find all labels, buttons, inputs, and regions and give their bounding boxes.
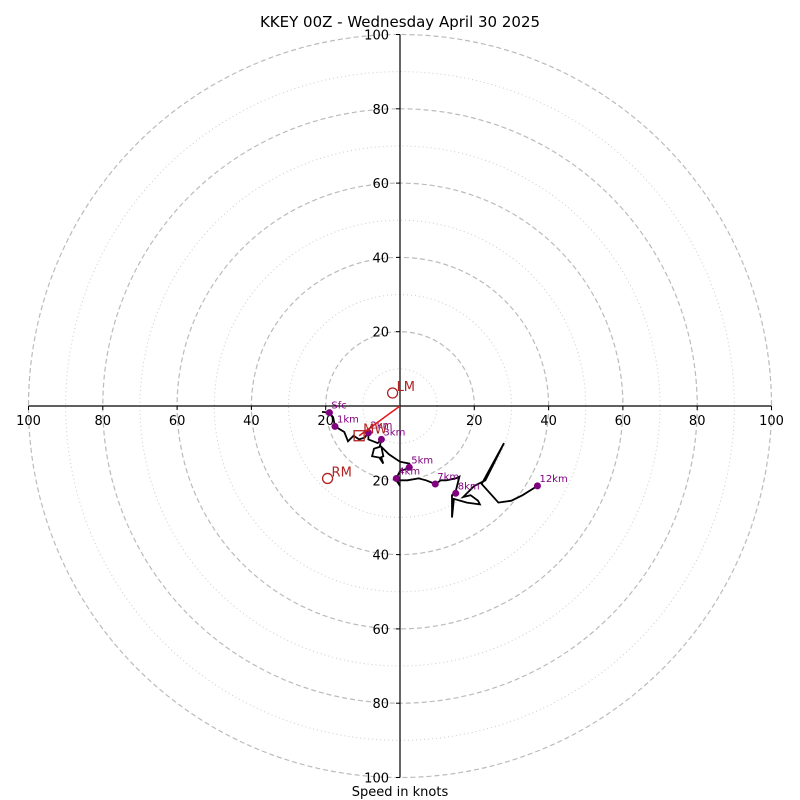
- tick-labels: 100 80 60 40 20 20 40 60 80 100 100 80 60 40 20 20 40 60 8…: [16, 29, 784, 787]
- height-marker-12km: [533, 482, 541, 490]
- storm-motion-label-rm: RM: [332, 465, 352, 480]
- y-tick-label: 40: [372, 251, 389, 266]
- y-tick-label: 100: [364, 29, 389, 44]
- height-label-7km: 7km: [437, 472, 459, 483]
- y-tick-label: 20: [372, 326, 389, 341]
- height-marker-Sfc: [325, 409, 333, 417]
- x-tick-label: 60: [169, 414, 186, 429]
- x-tick-label: 60: [615, 414, 632, 429]
- x-tick-label: 40: [243, 414, 260, 429]
- storm-motion-marker-mw: [353, 430, 365, 442]
- height-label-2km: 2km: [370, 421, 392, 432]
- storm-motion-label-lm: LM: [397, 380, 415, 395]
- y-tick-label: 20: [372, 474, 389, 489]
- x-tick-label: 20: [466, 414, 483, 429]
- storm-motion-marker-rm: [321, 472, 334, 485]
- x-tick-label: 40: [540, 414, 557, 429]
- storm-motion-markers: LM RM MW: [321, 380, 415, 485]
- storm-motion-label-mw: MW: [363, 423, 387, 438]
- height-label-4km: 4km: [398, 466, 420, 477]
- height-marker-7km: [431, 480, 439, 488]
- y-tick-label: 80: [372, 697, 389, 712]
- storm-motion-marker-lm: [386, 387, 399, 399]
- x-tick-label: 100: [759, 414, 784, 429]
- x-tick-label: 20: [317, 414, 334, 429]
- height-label-1km: 1km: [337, 414, 359, 425]
- y-tick-label: 100: [364, 772, 389, 787]
- shear-vector-line: [358, 405, 401, 437]
- height-label-5km: 5km: [411, 455, 433, 466]
- height-label-12km: 12km: [539, 474, 567, 485]
- height-label-Sfc: Sfc: [331, 401, 346, 412]
- height-marker-8km: [452, 489, 460, 497]
- y-tick-label: 60: [372, 623, 389, 638]
- y-tick-label: 60: [372, 177, 389, 192]
- x-tick-label: 80: [95, 414, 112, 429]
- chart-title: KKEY 00Z - Wednesday April 30 2025: [260, 13, 540, 31]
- height-marker-4km: [392, 474, 400, 482]
- height-marker-5km: [405, 463, 413, 471]
- x-axis-label: Speed in knots: [352, 785, 449, 800]
- height-marker-3km: [377, 435, 385, 443]
- height-label-8km: 8km: [458, 481, 480, 492]
- y-tick-label: 40: [372, 549, 389, 564]
- height-label-3km: 3km: [383, 427, 405, 438]
- height-marker-1km: [331, 422, 339, 430]
- x-tick-label: 80: [689, 414, 706, 429]
- x-tick-label: 100: [16, 414, 41, 429]
- y-tick-label: 80: [372, 103, 389, 118]
